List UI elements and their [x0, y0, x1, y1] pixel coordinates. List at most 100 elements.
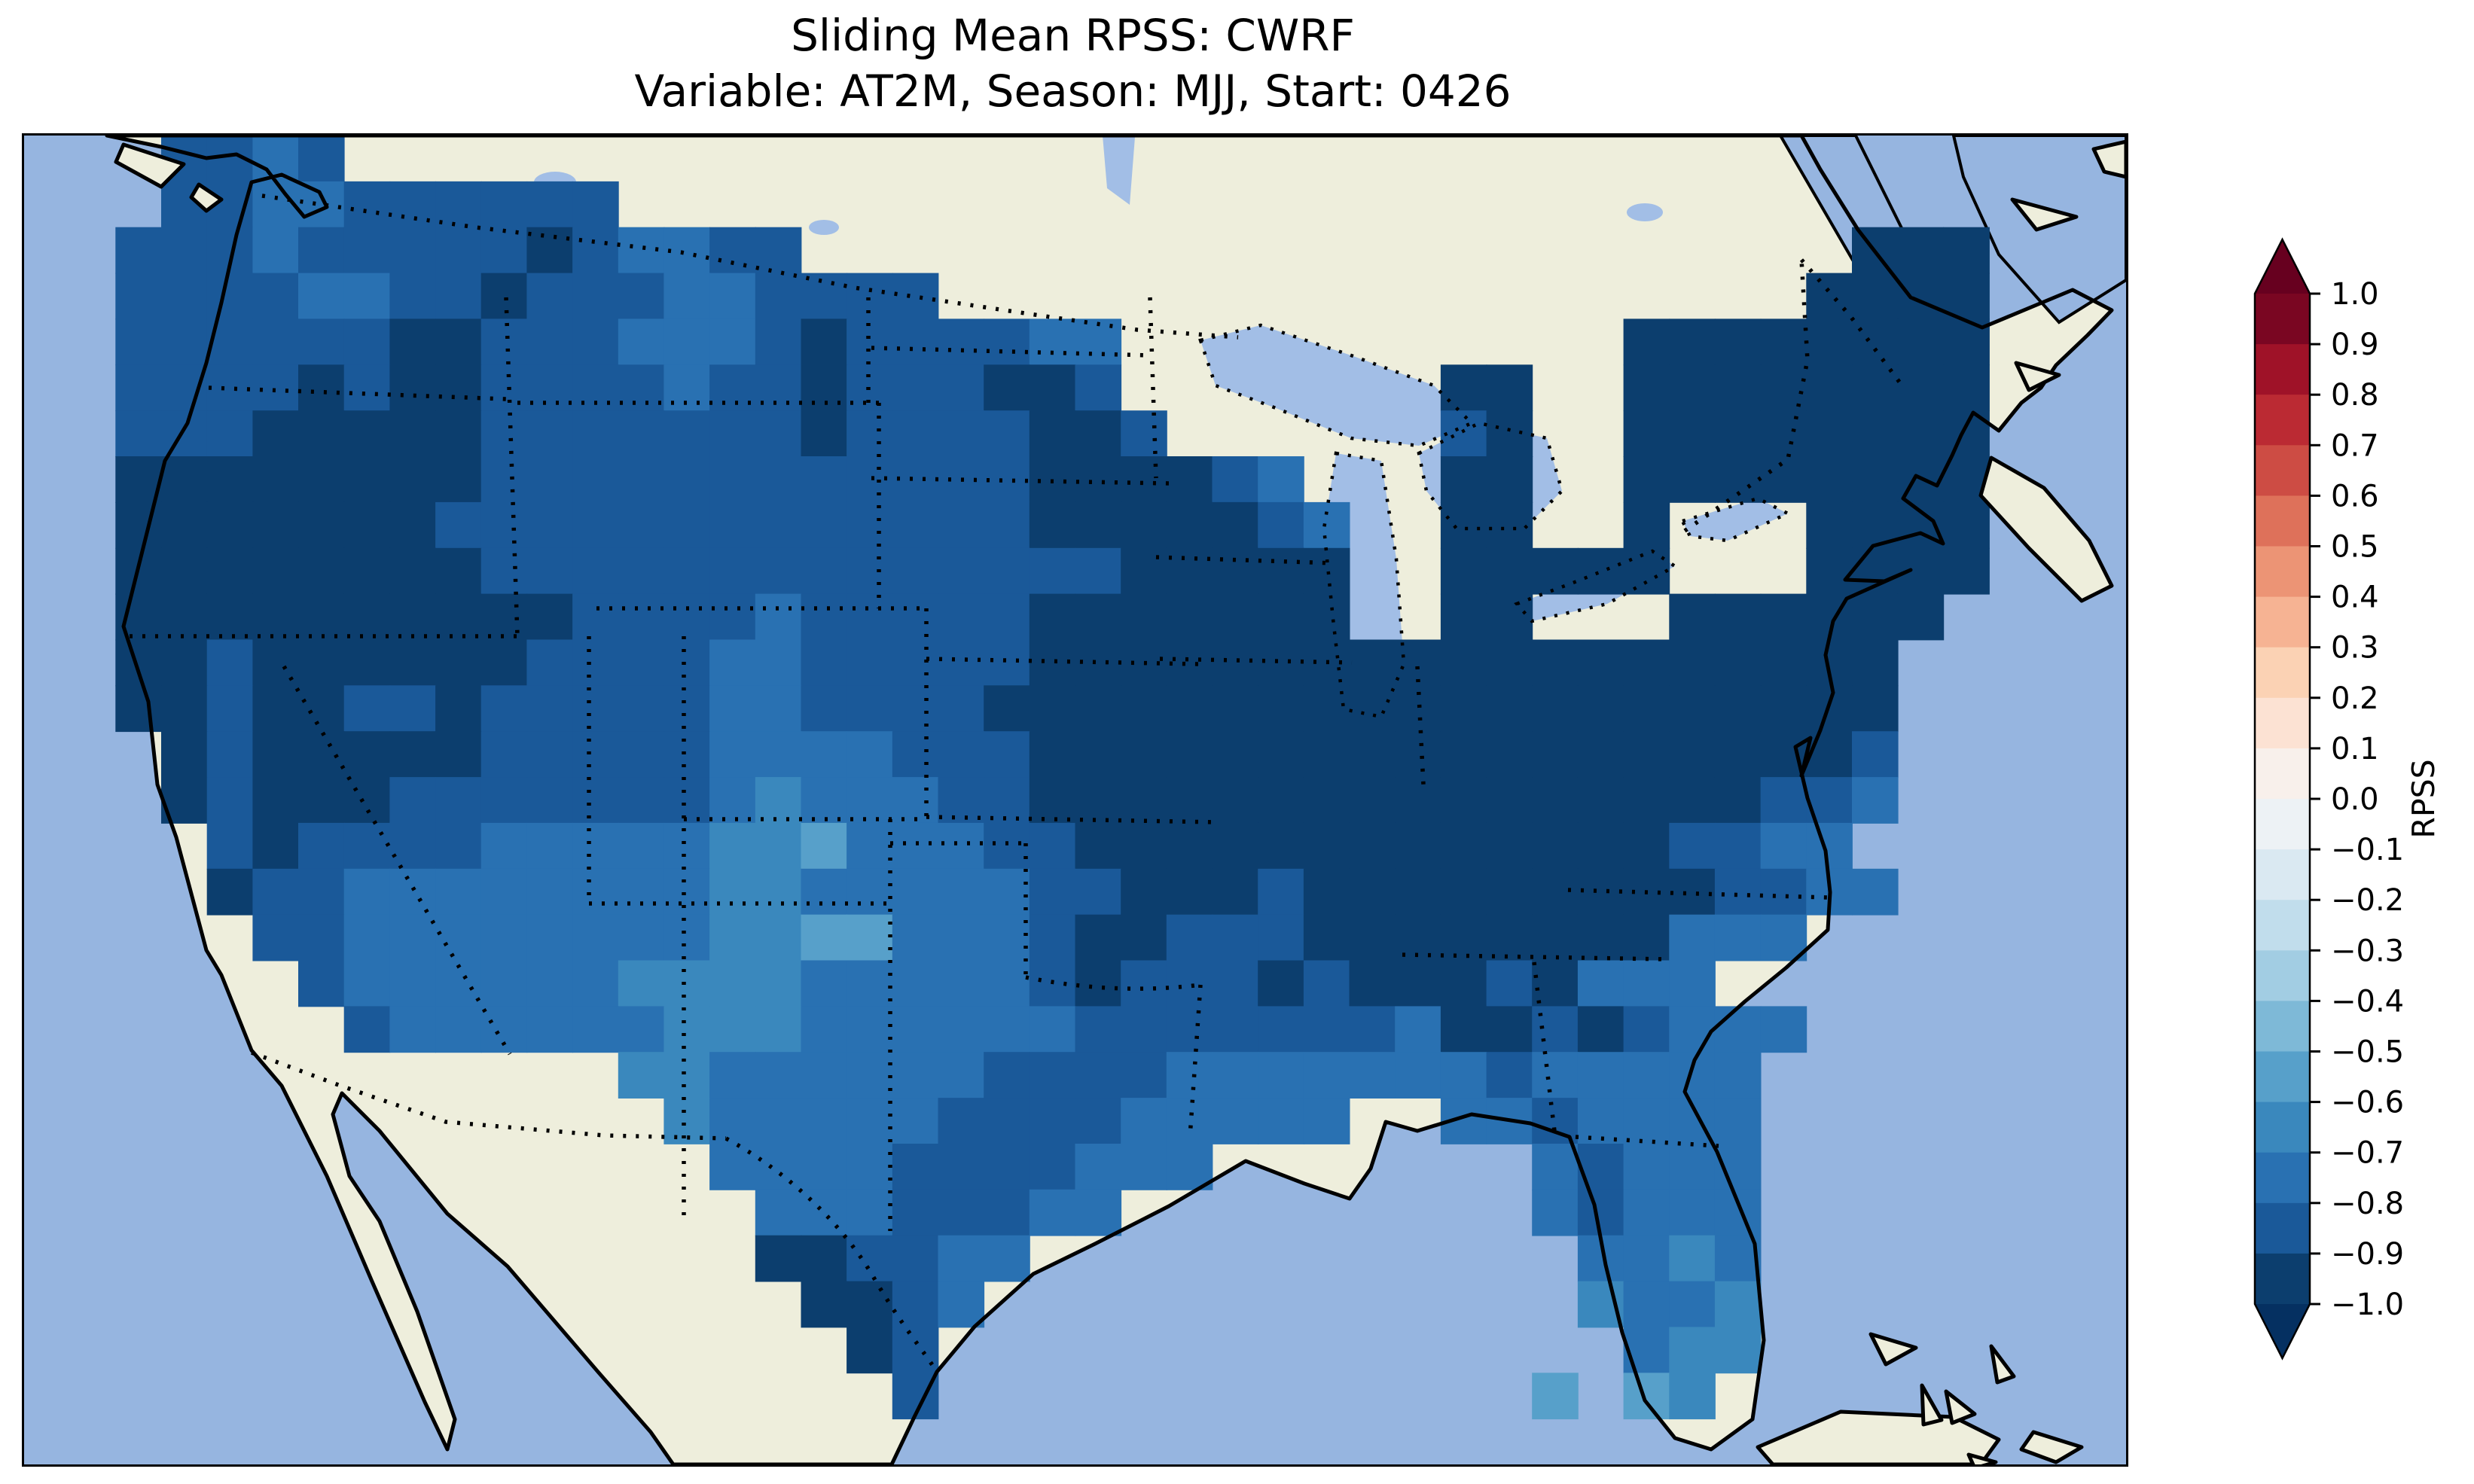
- rpss-grid-cell: [1669, 1052, 1716, 1099]
- rpss-grid-cell: [343, 639, 391, 687]
- rpss-grid-cell: [343, 914, 391, 961]
- state-border: [1148, 297, 1158, 479]
- bahamas-island: [1989, 1344, 2016, 1385]
- rpss-grid-cell: [115, 273, 162, 320]
- rpss-grid-cell: [572, 410, 619, 457]
- rpss-grid-cell: [1075, 1098, 1122, 1144]
- rpss-grid-cell: [1897, 593, 1945, 641]
- rpss-grid-cell: [1806, 364, 1853, 412]
- rpss-grid-cell: [435, 410, 482, 457]
- rpss-grid-cell: [1075, 685, 1122, 733]
- rpss-grid-cell: [1166, 685, 1213, 733]
- rpss-grid-cell: [1623, 318, 1670, 366]
- rpss-grid-cell: [252, 731, 299, 778]
- rpss-grid-cell: [938, 501, 985, 549]
- rpss-grid-cell: [1623, 456, 1670, 503]
- rpss-grid-cell: [1212, 593, 1259, 641]
- rpss-grid-cell: [252, 868, 299, 916]
- rpss-grid-cell: [1760, 593, 1807, 641]
- rpss-grid-cell: [1075, 364, 1122, 412]
- rpss-grid-cell: [892, 685, 939, 733]
- rpss-grid-cell: [1714, 731, 1762, 778]
- rpss-grid-cell: [755, 1235, 802, 1282]
- rpss-grid-cell: [435, 501, 482, 549]
- rpss-grid-cell: [801, 1098, 848, 1144]
- rpss-grid-cell: [1486, 1006, 1533, 1053]
- colorbar-tick-label: 0.2: [2331, 681, 2379, 716]
- rpss-grid-cell: [1577, 1006, 1624, 1053]
- rpss-grid-cell: [892, 410, 939, 457]
- rpss-grid-cell: [847, 1144, 893, 1190]
- rpss-grid-cell: [938, 685, 985, 733]
- rpss-grid-cell: [1897, 273, 1945, 320]
- rpss-grid-cell: [984, 318, 1030, 366]
- rpss-grid-cell: [572, 731, 619, 778]
- rpss-grid-cell: [892, 547, 939, 595]
- rpss-grid-cell: [1258, 639, 1304, 687]
- rpss-grid-cell: [1075, 547, 1122, 595]
- rpss-grid-cell: [1258, 914, 1304, 961]
- rpss-grid-cell: [1029, 1144, 1076, 1190]
- rpss-grid-cell: [572, 960, 619, 1007]
- rpss-grid-cell: [618, 639, 665, 687]
- rpss-grid-cell: [1349, 685, 1396, 733]
- rpss-grid-cell: [1121, 868, 1167, 916]
- rpss-grid-cell: [480, 868, 528, 916]
- colorbar-band: [2255, 647, 2310, 699]
- rpss-grid-cell: [1486, 960, 1533, 1007]
- rpss-grid-cell: [755, 456, 802, 503]
- rpss-grid-cell: [618, 777, 665, 824]
- rpss-grid-cell: [435, 731, 482, 778]
- colorbar-band: [2255, 1051, 2310, 1103]
- rpss-grid-cell: [892, 1235, 939, 1282]
- rpss-grid-cell: [1486, 456, 1533, 503]
- rpss-grid-cell: [435, 318, 482, 366]
- rpss-grid-cell: [298, 777, 345, 824]
- rpss-grid-cell: [984, 364, 1030, 412]
- rpss-grid-cell: [298, 822, 345, 870]
- rpss-grid-cell: [572, 1006, 619, 1053]
- rpss-grid-cell: [892, 960, 939, 1007]
- rpss-grid-cell: [801, 1281, 848, 1328]
- rpss-grid-cell: [1532, 777, 1579, 824]
- rpss-grid-cell: [1897, 364, 1945, 412]
- rpss-grid-cell: [1714, 364, 1762, 412]
- rpss-grid-cell: [480, 685, 528, 733]
- rpss-grid-cell: [755, 1052, 802, 1099]
- rpss-grid-cell: [1852, 410, 1899, 457]
- rpss-grid-cell: [709, 593, 756, 641]
- rpss-grid-cell: [755, 777, 802, 824]
- rpss-grid-cell: [343, 181, 391, 228]
- colorbar-tick-label: 0.9: [2331, 328, 2379, 362]
- rpss-grid-cell: [1075, 914, 1122, 961]
- rpss-grid-cell: [480, 410, 528, 457]
- rpss-grid-cell: [1121, 914, 1167, 961]
- rpss-grid-cell: [709, 501, 756, 549]
- rpss-grid-cell: [1623, 1327, 1670, 1374]
- colorbar-tick-label: −0.7: [2331, 1136, 2404, 1171]
- rpss-grid-cell: [1669, 914, 1716, 961]
- rpss-grid-cell: [1212, 777, 1259, 824]
- rpss-grid-cell: [618, 273, 665, 320]
- rpss-grid-cell: [1212, 501, 1259, 549]
- rpss-grid-cell: [1440, 1052, 1487, 1099]
- rpss-grid-cell: [1577, 547, 1624, 595]
- rpss-grid-cell: [938, 364, 985, 412]
- rpss-grid-cell: [1075, 960, 1122, 1007]
- rpss-grid-cell: [755, 547, 802, 595]
- rpss-grid-cell: [1029, 593, 1076, 641]
- rpss-grid-cell: [663, 1006, 710, 1053]
- rpss-grid-cell: [298, 501, 345, 549]
- rpss-grid-cell: [709, 868, 756, 916]
- rpss-grid-cell: [480, 593, 528, 641]
- rpss-grid-cell: [801, 1189, 848, 1236]
- rpss-grid-cell: [435, 227, 482, 274]
- rpss-grid-cell: [755, 318, 802, 366]
- rpss-grid-cell: [938, 777, 985, 824]
- rpss-grid-cell: [115, 456, 162, 503]
- rpss-grid-cell: [435, 456, 482, 503]
- rpss-grid-cell: [663, 868, 710, 916]
- rpss-grid-cell: [1852, 318, 1899, 366]
- colorbar-band: [2255, 395, 2310, 446]
- anticosti-island: [2010, 197, 2079, 232]
